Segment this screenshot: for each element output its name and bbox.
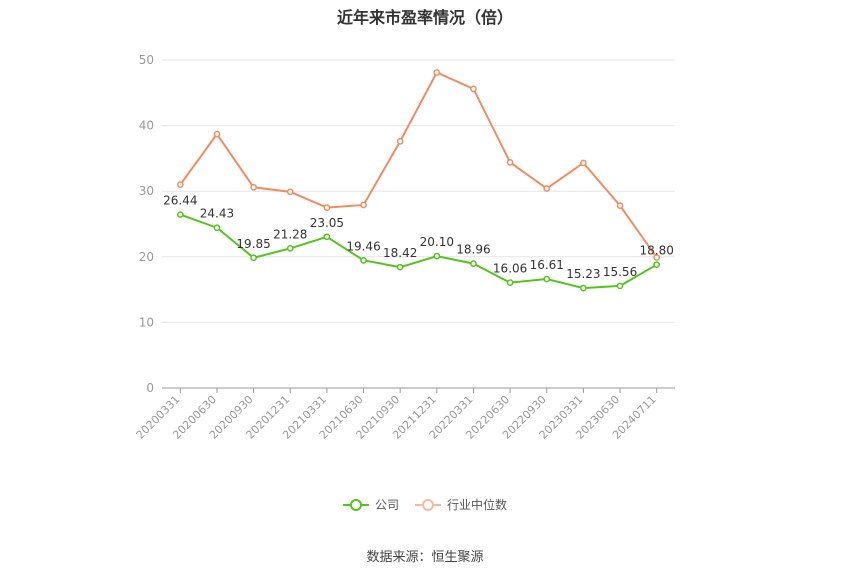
- legend: 公司 行业中位数: [0, 496, 850, 513]
- data-label: 18.42: [383, 246, 417, 260]
- legend-company-label: 公司: [374, 498, 399, 512]
- legend-industry-marker-icon: [415, 498, 441, 511]
- data-point: [213, 224, 221, 232]
- data-point: [286, 245, 294, 252]
- data-label: 18.80: [639, 244, 673, 258]
- data-point: [176, 211, 184, 218]
- data-point: [323, 204, 331, 211]
- data-label: 18.96: [456, 243, 490, 257]
- data-label: 23.05: [310, 216, 344, 230]
- data-label: 20.10: [420, 235, 454, 249]
- data-point: [286, 188, 294, 196]
- data-point: [543, 275, 551, 283]
- legend-industry-label: 行业中位数: [447, 498, 508, 512]
- data-label: 19.85: [236, 237, 270, 251]
- data-point: [176, 181, 184, 188]
- data-point: [653, 254, 661, 261]
- data-point: [543, 185, 551, 192]
- legend-item-company[interactable]: 公司: [342, 496, 399, 513]
- y-tick-label: 30: [139, 184, 154, 198]
- data-point: [213, 130, 221, 138]
- y-tick-label: 10: [139, 315, 154, 329]
- data-point: [323, 233, 331, 241]
- data-point: [470, 85, 477, 93]
- data-label: 16.06: [493, 262, 527, 276]
- data-point: [506, 279, 514, 286]
- data-point: [360, 256, 367, 264]
- data-point: [396, 137, 404, 145]
- data-label: 16.61: [530, 258, 564, 272]
- data-point: [580, 159, 587, 167]
- series-line-0: [179, 213, 658, 290]
- data-label: 21.28: [273, 227, 307, 241]
- data-label: 15.23: [566, 267, 600, 281]
- data-point: [360, 201, 367, 209]
- legend-item-industry[interactable]: 行业中位数: [415, 496, 507, 513]
- y-tick-label: 0: [146, 381, 154, 395]
- data-point: [433, 69, 441, 76]
- data-label: 19.46: [346, 239, 380, 253]
- chart-title: 近年来市盈率情况（倍）: [336, 8, 513, 27]
- legend-company-marker-icon: [342, 498, 369, 511]
- data-point: [653, 261, 661, 269]
- data-point: [396, 263, 404, 271]
- data-point: [250, 183, 257, 191]
- y-tick-label: 40: [139, 119, 154, 133]
- series-line-1: [179, 71, 658, 259]
- data-point: [580, 284, 587, 292]
- data-point: [433, 252, 441, 260]
- data-point: [470, 260, 477, 267]
- data-label: 24.43: [200, 207, 234, 221]
- data-point: [616, 282, 624, 290]
- data-point: [506, 158, 514, 166]
- data-label: 26.44: [163, 194, 197, 208]
- data-label: 15.56: [603, 265, 637, 279]
- data-point: [250, 254, 257, 262]
- data-point: [616, 202, 624, 209]
- y-tick-label: 20: [139, 250, 154, 264]
- source-note: 数据来源：恒生聚源: [366, 550, 484, 565]
- y-tick-label: 50: [139, 53, 154, 67]
